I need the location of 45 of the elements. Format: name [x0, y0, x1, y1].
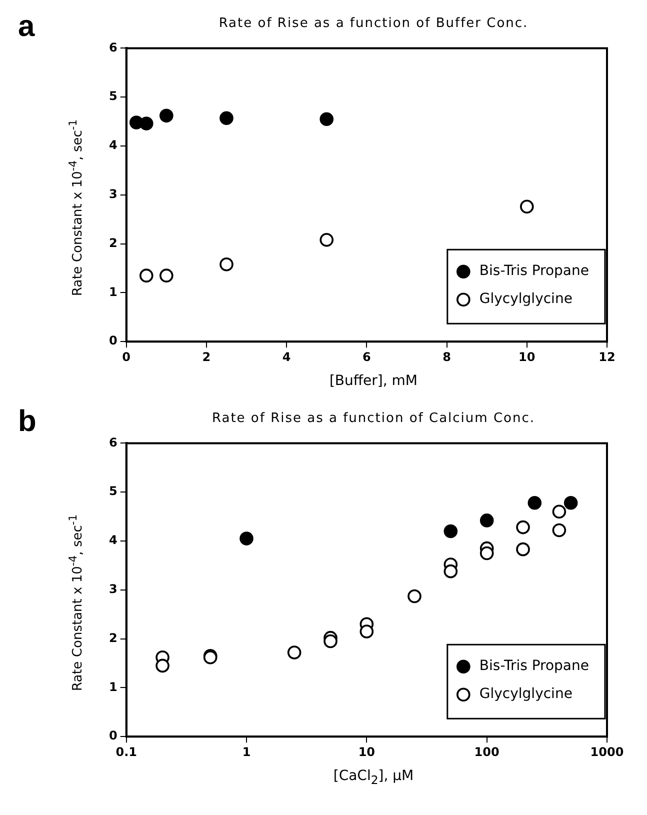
x-tick-label: 100: [474, 744, 500, 759]
x-tick-label: 12: [598, 350, 616, 364]
x-tick-label: 0: [122, 350, 131, 364]
point: [139, 268, 154, 282]
x-tick-label: 8: [442, 350, 451, 364]
legend-label: Glycylglycine: [479, 291, 572, 308]
y-tick-label: 5: [108, 89, 118, 104]
x-tick-label: 0.1: [116, 744, 137, 759]
x-tick-label: 10: [358, 744, 376, 759]
y-tick-label: 4: [108, 533, 118, 548]
legend-label: Bis-Tris Propane: [479, 658, 590, 674]
x-tick-label: 6: [362, 350, 371, 364]
x-axis-title: [Buffer], mM: [328, 373, 419, 389]
y-tick-label: 2: [108, 630, 118, 645]
y-tick-label: 1: [108, 284, 118, 299]
y-tick-label: 0: [108, 728, 118, 743]
point: [320, 112, 334, 126]
x-tick-label: 4: [282, 350, 291, 364]
point: [160, 108, 174, 123]
legend-label: Bis-Tris Propane: [479, 263, 590, 280]
x-tick-label: 1000: [590, 744, 624, 759]
y-tick-label: 3: [108, 187, 118, 202]
point: [520, 200, 534, 214]
x-tick-label: 1: [242, 744, 251, 759]
y-tick-label: 6: [108, 435, 118, 450]
x-tick-label: 10: [518, 350, 536, 364]
y-tick-label: 6: [108, 40, 118, 54]
chart-title: Rate of Rise as a function of Buffer Conc.: [218, 16, 530, 31]
point: [220, 111, 234, 126]
y-tick-label: 4: [108, 138, 118, 152]
x-axis-title: [CaCl$_{2}$], μM: [332, 768, 415, 787]
text: a: [18, 10, 35, 44]
point: [160, 268, 174, 282]
point: [139, 116, 154, 130]
y-tick-label: 3: [108, 582, 118, 596]
y-tick-label: 1: [108, 680, 118, 694]
point: [220, 257, 234, 272]
y-tick-label: 5: [108, 484, 118, 498]
chart-title: Rate of Rise as a function of Calcium Conc.: [210, 411, 536, 426]
text: b: [18, 405, 36, 439]
y-tick-label: 0: [108, 334, 118, 348]
legend-label: Glycylglycine: [479, 686, 572, 702]
y-tick-label: 2: [108, 236, 118, 250]
x-tick-label: 2: [202, 350, 211, 364]
point: [320, 232, 334, 247]
